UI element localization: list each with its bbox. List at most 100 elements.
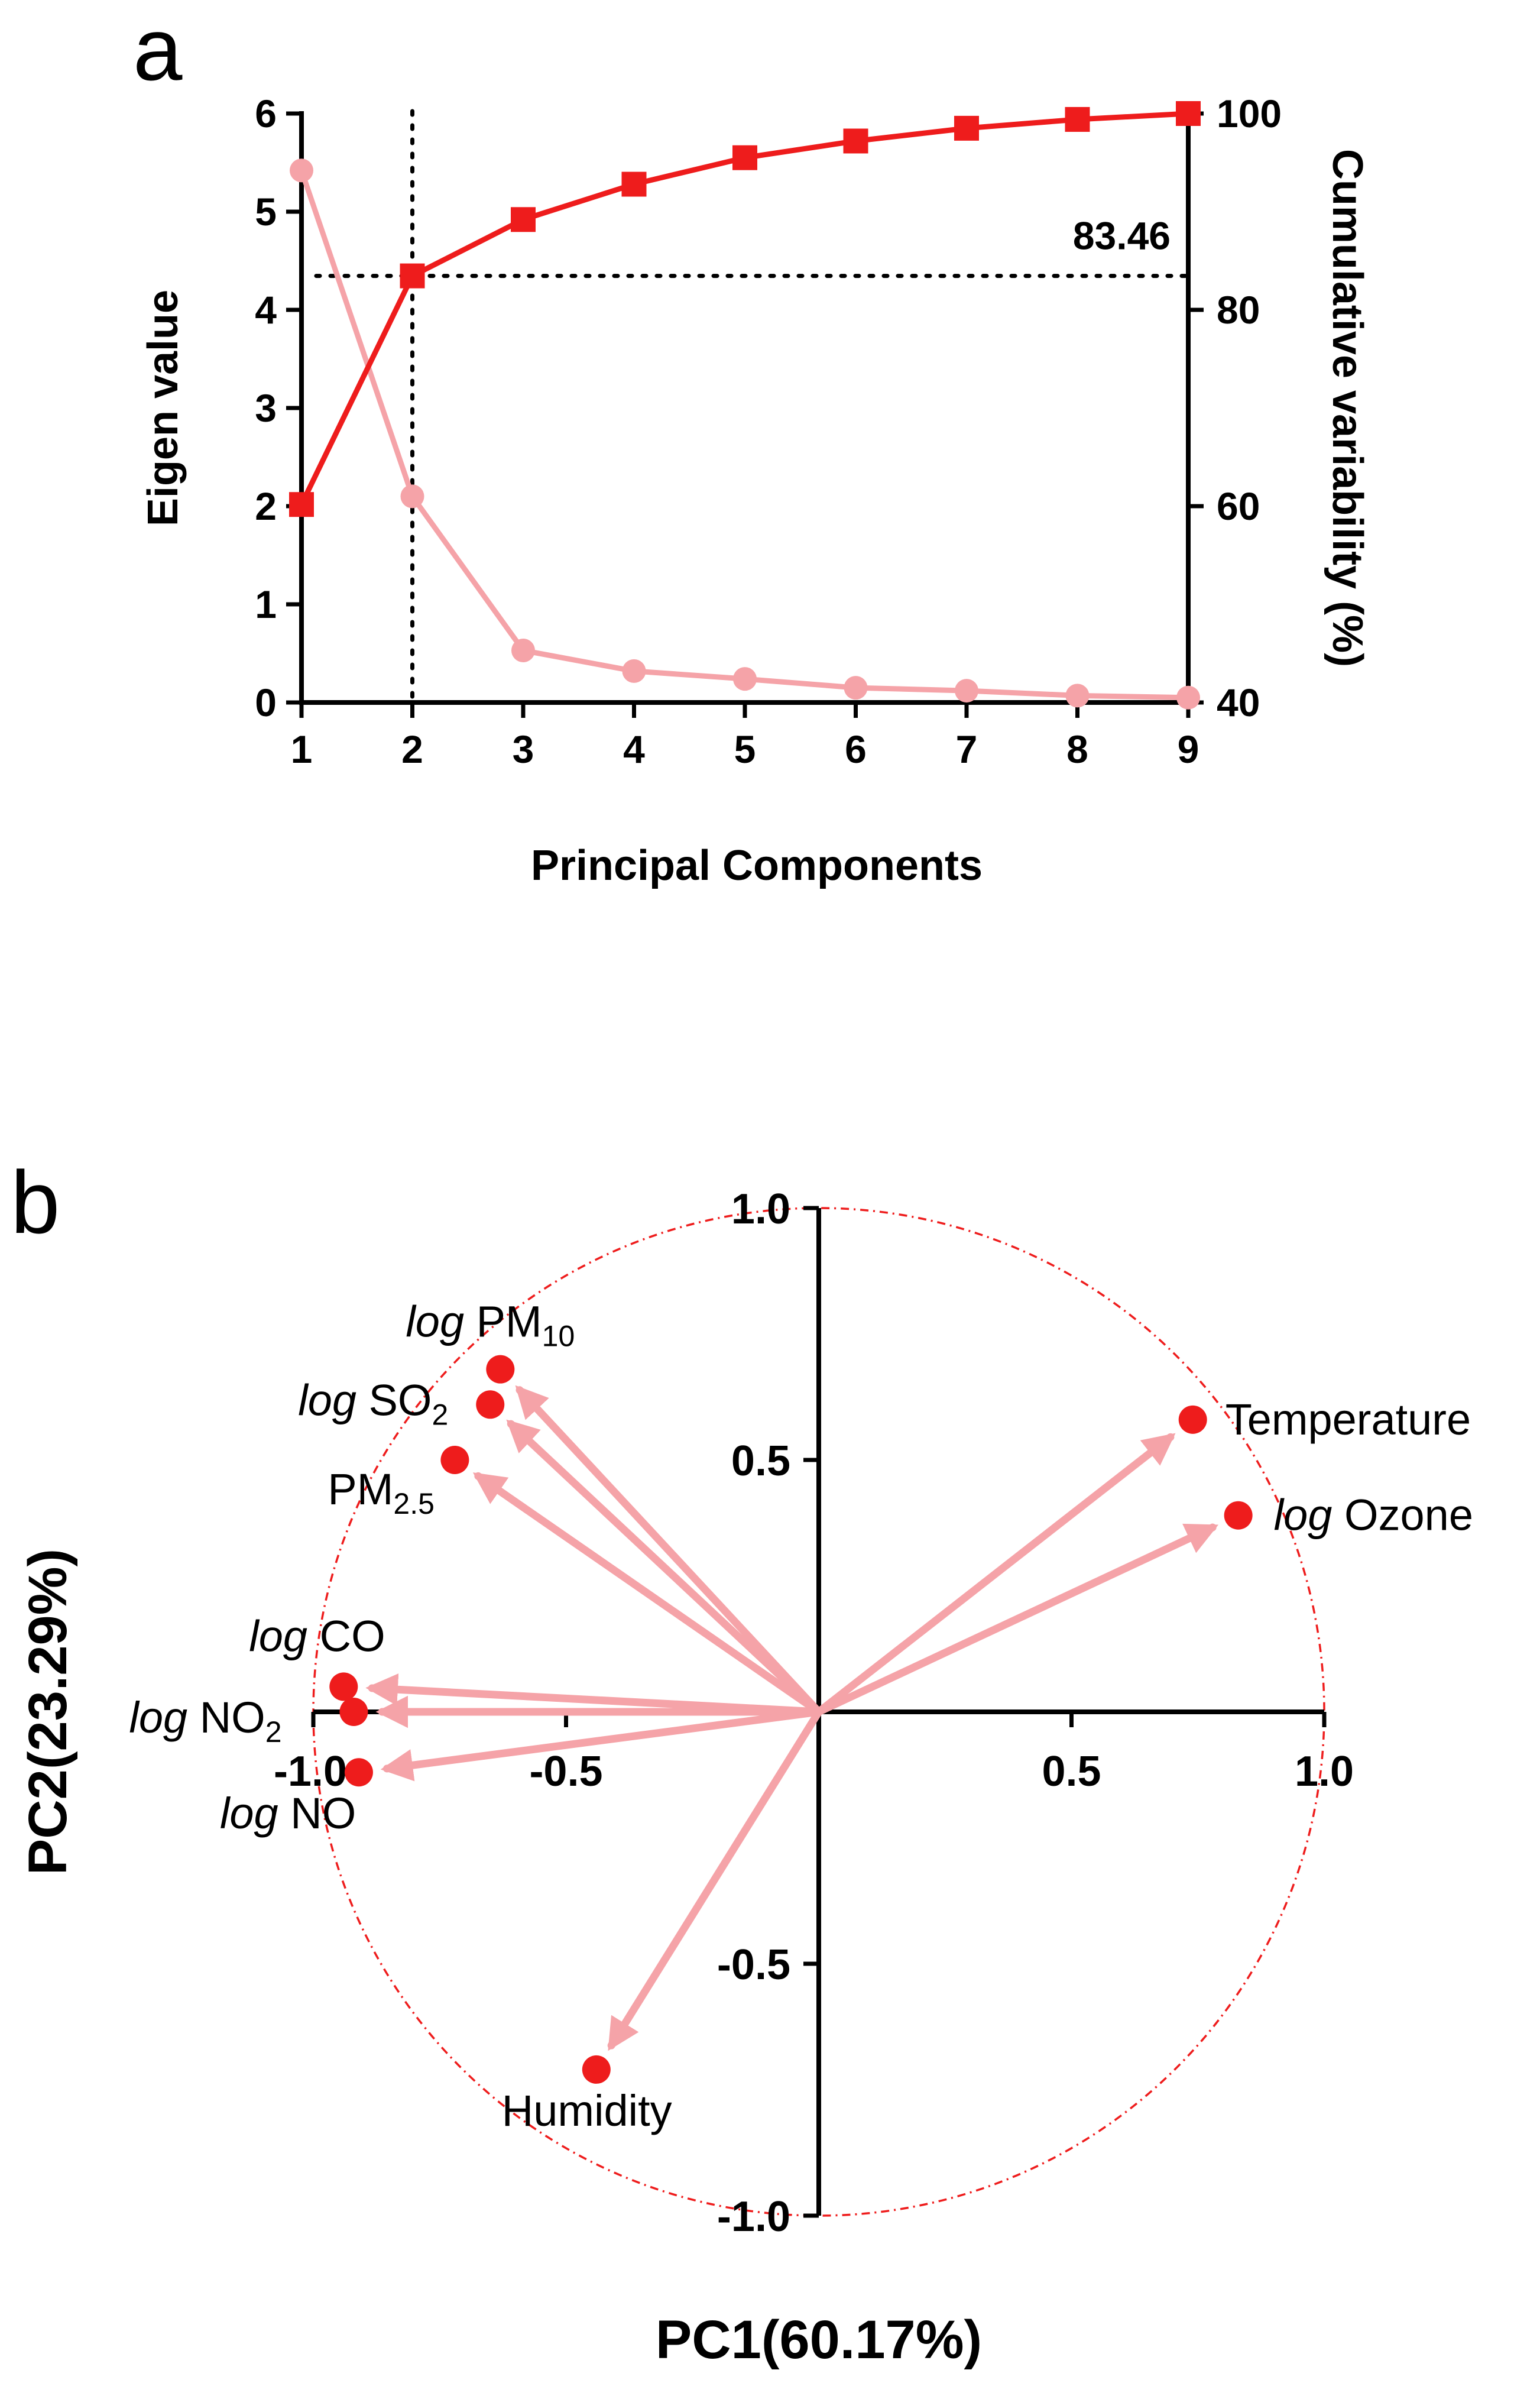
variable-label-prefix: log xyxy=(249,1611,307,1660)
loading-point xyxy=(1224,1501,1253,1530)
eigen-point xyxy=(1065,684,1090,708)
loading-point xyxy=(476,1390,505,1419)
loading-arrow xyxy=(515,1385,823,1716)
left-tick-label: 0 xyxy=(255,681,277,724)
variable-label-space xyxy=(464,1297,476,1346)
loading-arrow xyxy=(506,1419,823,1716)
eigen-point xyxy=(955,679,978,703)
reference-value-label: 83.46 xyxy=(1073,214,1171,258)
x-tick-label: 2 xyxy=(401,727,423,771)
variable-label-prefix: log xyxy=(406,1297,464,1346)
variable-label-subscript: 10 xyxy=(542,1320,575,1353)
right-tick-label: 40 xyxy=(1217,681,1260,724)
variable-label: log Ozone xyxy=(1274,1491,1473,1540)
loading-arrow xyxy=(380,1708,823,1782)
series-line-cumulative xyxy=(299,111,1189,506)
loading-point xyxy=(582,2055,611,2084)
variable-label: log CO xyxy=(249,1611,385,1660)
cumulative-point xyxy=(400,263,425,289)
pc1-tick-label: -1.0 xyxy=(274,1748,347,1795)
pc2-tick-label: -1.0 xyxy=(717,2193,790,2240)
variable-label-name: Temperature xyxy=(1225,1395,1471,1444)
cumulative-point xyxy=(1176,101,1201,126)
eigen-point xyxy=(622,659,646,683)
pc1-tick-label: 0.5 xyxy=(1042,1748,1101,1795)
loading-point xyxy=(329,1672,358,1701)
pc1-tick-label: 1.0 xyxy=(1295,1748,1354,1795)
variable-label: Humidity xyxy=(502,2086,672,2135)
left-tick-label: 2 xyxy=(255,484,277,528)
panel-b-letter: b xyxy=(11,1152,60,1252)
variable-label: Temperature xyxy=(1225,1395,1471,1444)
x-tick-label: 3 xyxy=(513,727,534,771)
eigen-point xyxy=(290,158,313,183)
variable-label-prefix: log xyxy=(220,1789,278,1838)
loading-arrow xyxy=(815,1523,1219,1716)
pc2-tick-label: 0.5 xyxy=(731,1437,790,1485)
panel-a-letter: a xyxy=(133,0,183,99)
pc2-tick-label: 1.0 xyxy=(731,1186,790,1233)
x-tick-label: 6 xyxy=(845,727,867,771)
left-tick-label: 1 xyxy=(255,582,277,626)
x-tick-label: 9 xyxy=(1178,727,1199,771)
variable-label-space xyxy=(278,1789,291,1838)
loading-point xyxy=(339,1698,368,1726)
cumulative-point xyxy=(1065,106,1090,132)
variable-label-subscript: 2.5 xyxy=(393,1487,435,1520)
left-tick-label: 6 xyxy=(255,92,277,135)
x-tick-label: 4 xyxy=(623,727,645,771)
pc2-axis-title: PC2(23.29%) xyxy=(18,1549,78,1875)
cumulative-point xyxy=(732,145,757,170)
variable-label-space xyxy=(187,1693,200,1742)
variable-label-name: CO xyxy=(320,1611,385,1660)
cumulative-point xyxy=(843,128,868,154)
variable-label-name: Humidity xyxy=(502,2086,672,2135)
variable-label: log NO xyxy=(220,1789,356,1838)
eigen-point xyxy=(844,676,868,700)
right-tick-label: 100 xyxy=(1217,92,1282,135)
left-tick-label: 4 xyxy=(255,288,277,332)
pc1-axis-title: PC1(60.17%) xyxy=(656,2310,982,2370)
loading-arrow xyxy=(815,1433,1176,1716)
cumulative-point xyxy=(621,171,647,197)
loading-arrow xyxy=(365,1673,823,1716)
x-tick-label: 8 xyxy=(1066,727,1088,771)
x-tick-label: 7 xyxy=(956,727,978,771)
variable-label-subscript: 2 xyxy=(265,1715,282,1749)
variable-label-space xyxy=(356,1375,369,1424)
eigen-point xyxy=(400,484,424,509)
left-tick-label: 5 xyxy=(255,190,277,234)
variable-label-prefix: log xyxy=(1274,1491,1332,1540)
loading-arrow xyxy=(472,1472,823,1716)
variable-label-name: PM xyxy=(328,1465,393,1514)
cumulative-point xyxy=(511,207,536,232)
y2-axis-title: Cumulative variability (%) xyxy=(1324,149,1371,667)
y-axis-title: Eigen value xyxy=(140,290,187,526)
variable-label-name: PM xyxy=(476,1297,542,1346)
series-line-eigen xyxy=(299,169,1189,701)
variable-label: log PM10 xyxy=(406,1297,575,1353)
loading-point xyxy=(486,1355,515,1384)
loading-point xyxy=(1178,1405,1207,1434)
variable-label: log SO2 xyxy=(298,1375,448,1431)
cumulative-point xyxy=(289,492,314,517)
variable-label-space xyxy=(307,1611,320,1660)
variable-label-name: NO xyxy=(290,1789,356,1838)
right-tick-label: 80 xyxy=(1217,288,1260,332)
right-tick-label: 60 xyxy=(1217,484,1260,528)
pc1-tick-label: -0.5 xyxy=(529,1748,602,1795)
variable-label-subscript: 2 xyxy=(432,1398,449,1431)
left-tick-label: 3 xyxy=(255,386,277,430)
x-tick-label: 1 xyxy=(291,727,313,771)
eigen-point xyxy=(511,639,535,663)
variable-label: PM2.5 xyxy=(328,1465,435,1520)
variable-label-prefix: log xyxy=(129,1693,187,1742)
variable-label-name: SO xyxy=(369,1375,432,1424)
loading-point xyxy=(440,1446,469,1474)
eigen-point xyxy=(1176,685,1200,710)
pc2-tick-label: -0.5 xyxy=(717,1941,790,1989)
x-tick-label: 5 xyxy=(734,727,756,771)
